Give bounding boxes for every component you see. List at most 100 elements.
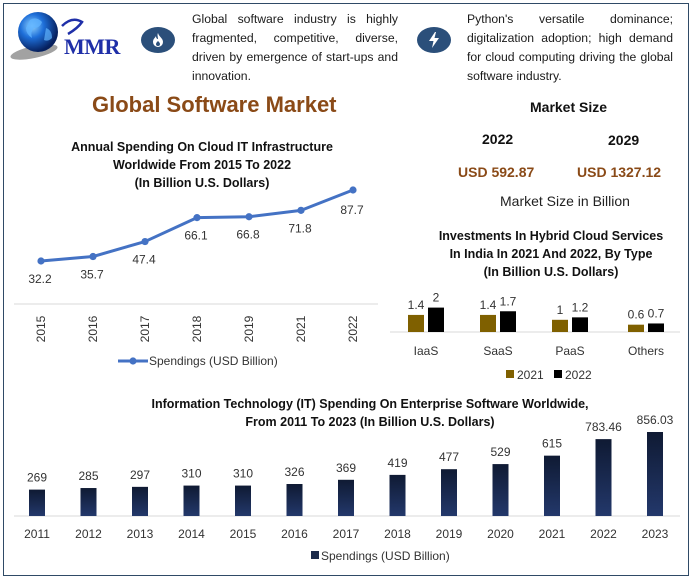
line-chart-x-tick: 2015 (34, 315, 48, 342)
line-chart-x-tick: 2018 (190, 315, 204, 342)
it-chart-x-tick: 2020 (487, 527, 514, 541)
globe-icon (10, 12, 58, 60)
line-chart-x-tick: 2021 (294, 315, 308, 342)
hybrid-chart-data-label: 1 (557, 303, 564, 317)
market-size-title: Market Size (530, 99, 608, 115)
it-chart-x-tick: 2017 (333, 527, 360, 541)
line-chart-x-tick: 2022 (346, 315, 360, 342)
it-chart-bar (235, 485, 251, 516)
it-chart-bar (286, 484, 303, 516)
it-chart-x-tick: 2016 (281, 527, 308, 541)
hybrid-chart-title-line-2: In India In 2021 And 2022, By Type (449, 247, 653, 261)
it-chart-title-line-1: Information Technology (IT) Spending On … (151, 397, 589, 411)
line-chart-point (193, 214, 201, 222)
it-chart-x-tick: 2019 (436, 527, 463, 541)
line-chart-point (297, 206, 305, 214)
it-chart-bar (544, 455, 560, 516)
it-chart-x-tick: 2021 (539, 527, 566, 541)
line-chart-legend-label: Spendings (USD Billion) (149, 354, 278, 368)
it-chart-bar (183, 485, 200, 516)
it-chart-data-label: 419 (387, 456, 407, 470)
line-chart-data-label: 47.4 (132, 253, 156, 267)
hybrid-chart-legend-swatch-2021 (506, 370, 514, 378)
it-chart-data-label: 285 (78, 469, 98, 483)
hybrid-chart-legend-label-2022: 2022 (565, 368, 592, 382)
hybrid-chart-title-line-3: (In Billion U.S. Dollars) (483, 265, 619, 279)
fact-text-2: Python's versatile dominance; digitaliza… (467, 12, 673, 83)
hybrid-chart-x-tick: Others (628, 344, 664, 358)
it-chart-title-line-2: From 2011 To 2023 (In Billion U.S. Dolla… (245, 415, 495, 429)
line-chart-title-line-3: (In Billion U.S. Dollars) (134, 176, 270, 190)
hybrid-chart-bar-2021 (480, 314, 496, 332)
line-chart-point (37, 257, 45, 265)
fact-text-1: Global software industry is highly fragm… (192, 12, 398, 83)
hybrid-chart-bar-2022 (500, 311, 516, 332)
hybrid-chart-bar-2022 (572, 317, 588, 332)
hybrid-chart-data-label: 1.4 (408, 298, 425, 312)
hybrid-chart-bar-2021 (628, 324, 644, 332)
line-chart-data-label: 35.7 (80, 268, 104, 282)
it-chart-x-tick: 2011 (24, 527, 50, 541)
line-chart-title-line-2: Worldwide From 2015 To 2022 (112, 158, 292, 172)
it-chart-x-tick: 2022 (590, 527, 617, 541)
hybrid-chart-title-line-1: Investments In Hybrid Cloud Services (438, 229, 664, 243)
market-size-subtitle: Market Size in Billion (500, 193, 630, 209)
it-chart-data-label: 369 (336, 461, 356, 475)
it-chart-data-label: 856.03 (637, 413, 674, 427)
hybrid-chart-bar-2021 (552, 319, 568, 332)
it-chart-x-tick: 2012 (75, 527, 102, 541)
hybrid-chart-x-tick: PaaS (555, 344, 584, 358)
it-chart-data-label: 326 (284, 465, 304, 479)
hybrid-chart-bar-2021 (408, 314, 424, 332)
line-chart-point (245, 213, 253, 221)
it-chart-bar (389, 474, 406, 516)
hybrid-chart-x-tick: SaaS (483, 344, 512, 358)
mmr-logo: MMR (8, 8, 126, 64)
line-chart-data-label: 87.7 (340, 203, 364, 217)
hybrid-chart-title: Investments In Hybrid Cloud Services In … (418, 227, 684, 281)
line-chart-point (89, 252, 97, 261)
it-chart-data-label: 297 (130, 468, 150, 482)
hybrid-chart-data-label: 1.2 (572, 300, 589, 314)
it-chart-data-label: 615 (542, 437, 562, 451)
line-chart-x-tick: 2016 (86, 315, 100, 342)
hybrid-chart-legend-label-2021: 2021 (517, 368, 544, 382)
line-chart-title: Annual Spending On Cloud IT Infrastructu… (40, 138, 364, 192)
logo-text: MMR (64, 34, 120, 59)
it-chart-x-tick: 2018 (384, 527, 411, 541)
it-chart-bar (492, 464, 509, 516)
it-chart-data-label: 310 (181, 467, 201, 481)
market-size-year-2029: 2029 (608, 132, 640, 148)
it-chart-x-tick: 2013 (127, 527, 154, 541)
hybrid-chart-legend-swatch-2022 (554, 370, 562, 378)
line-chart-x-tick: 2019 (242, 315, 256, 342)
it-chart-bar (29, 489, 45, 516)
hybrid-chart-bar-2022 (648, 323, 664, 332)
logo-swoosh-icon (61, 18, 84, 36)
it-chart-bar (441, 469, 457, 516)
line-chart-point (349, 186, 357, 194)
it-chart-x-tick: 2014 (178, 527, 205, 541)
line-chart-data-label: 66.8 (236, 228, 260, 242)
it-chart-legend-label: Spendings (USD Billion) (321, 549, 450, 563)
it-chart-bar (595, 439, 612, 516)
market-size-value-2029: USD 1327.12 (577, 164, 662, 180)
line-chart-legend-marker (129, 357, 137, 365)
line-chart-data-label: 66.1 (184, 229, 208, 243)
line-chart-data-label: 32.2 (28, 272, 52, 286)
it-chart-data-label: 529 (490, 445, 510, 459)
market-size-year-2022: 2022 (482, 131, 514, 147)
fire-icon (141, 27, 175, 53)
line-chart-title-line-1: Annual Spending On Cloud IT Infrastructu… (71, 140, 333, 154)
it-chart-legend-swatch (311, 551, 319, 559)
it-chart-bar (338, 479, 354, 516)
it-chart-data-label: 783.46 (585, 420, 622, 434)
line-chart-point (141, 237, 149, 246)
line-chart-x-tick: 2017 (138, 315, 152, 342)
hybrid-chart-data-label: 0.6 (628, 308, 645, 322)
hybrid-chart-data-label: 1.7 (500, 294, 517, 308)
lightning-icon (417, 27, 451, 53)
it-spending-chart-title: Information Technology (IT) Spending On … (80, 395, 660, 431)
hybrid-chart-bar-2022 (428, 307, 444, 332)
